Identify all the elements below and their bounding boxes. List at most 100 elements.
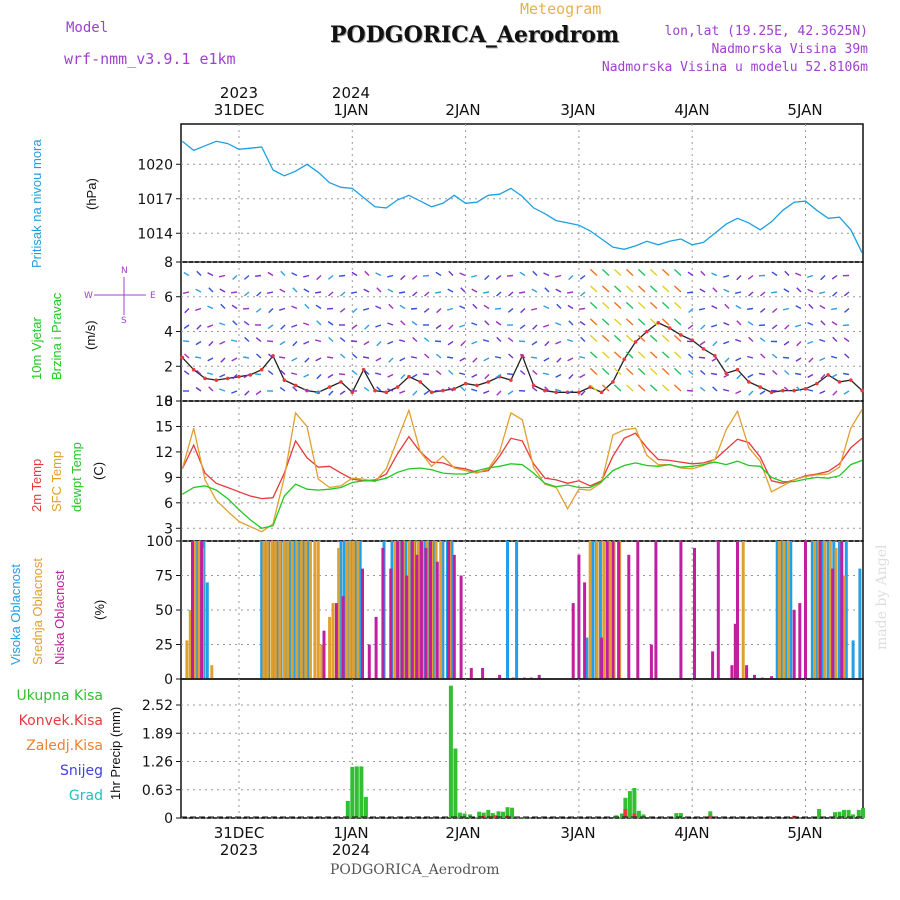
bar [359,766,364,818]
bar [833,812,837,818]
bar [823,541,827,679]
wind-arrow [484,274,490,281]
elevation-text: Nadmorska Visina 39m [711,42,868,57]
wind-arrow [447,307,454,311]
wind-arrow [279,386,286,392]
wind-arrow [589,334,598,343]
wind-arrow [699,340,706,346]
wind-arrow [637,301,646,310]
bar [405,575,409,679]
wind-arrow [601,285,610,293]
wind-arrow [435,353,442,359]
bar [351,541,355,679]
panel-0: 1014 1017 1020 [137,123,864,263]
bar [591,541,594,679]
series-line [181,432,863,500]
wind-arrow [352,307,358,314]
wind-arrow [207,357,214,362]
y-tick-label: 6 [164,290,173,306]
wind-arrow [183,324,190,329]
wind-speed-point [803,387,808,391]
bar [270,541,274,679]
wind-arrow [807,388,814,392]
wind-arrow [184,353,190,359]
wind-arrow [471,388,478,392]
wind-arrow [375,357,382,362]
wind-arrow [518,291,526,294]
bar [784,541,788,679]
wind-arrow [399,357,406,362]
wind-arrow [579,274,586,280]
wind-arrow [772,369,778,376]
panel-2: 3 6 9 12 15 18 [155,394,864,542]
bar [308,541,312,679]
wind-arrow [649,334,658,343]
wind-arrow [819,390,826,395]
bar [851,814,856,818]
wind-arrow [184,307,190,314]
wind-arrow [808,357,814,363]
wind-arrow [784,324,790,330]
wind-arrow [182,291,190,294]
wind-arrow [314,291,322,294]
wind-arrow [783,340,790,346]
wind-speed-point [656,321,661,325]
wind-arrow [613,334,622,343]
wind-arrow [507,337,514,343]
wind-speed-point [486,380,491,384]
wind-arrow [410,356,418,359]
wind-arrow [279,340,286,346]
bar [441,541,445,679]
wind-arrow [267,370,274,376]
wind-arrow [399,304,406,310]
wind-arrow [589,285,598,293]
wind-arrow [352,353,358,359]
wind-arrow [196,270,202,276]
wind-arrow [460,287,466,293]
wind-arrow [649,285,658,293]
wind-arrow [411,320,418,326]
bar [834,547,838,679]
footer-station: PODGORICA_Aerodrom [330,862,500,878]
wind-arrow [649,367,658,376]
bar [389,568,393,679]
wind-speed-point [441,388,445,393]
bar [775,541,779,679]
wind-arrow [748,336,754,343]
wind-speed-point [180,355,185,360]
wind-arrow [231,357,238,362]
wind-arrow [447,340,454,346]
bar [741,541,745,679]
wind-arrow [350,291,358,294]
bar [813,541,817,679]
bar [838,541,841,679]
bar [345,541,349,679]
wind-arrow [482,291,490,294]
wind-arrow [807,340,814,345]
bottom-day-1jan: 1JAN [333,824,368,842]
wind-arrow [711,324,718,328]
bar [367,644,371,679]
wind-arrow [496,390,502,396]
wind-arrow [772,307,778,314]
bar [789,541,793,679]
wind-arrow [519,353,526,359]
wind-arrow [435,324,442,330]
wind-arrow [601,351,610,359]
wind-speed-point [713,354,717,358]
y-tick-label: 9 [164,470,173,486]
wind-arrow [520,307,526,314]
wind-arrow [376,386,382,392]
bar [193,541,197,679]
bar [856,809,861,818]
bar [828,541,832,679]
wind-arrow [362,356,370,359]
bar [506,541,509,679]
wind-arrow [673,334,682,343]
wind-arrow [315,304,322,310]
wind-arrow [613,268,622,277]
bar [337,547,341,679]
wind-speed-point [293,383,298,388]
wind-arrow [351,324,358,330]
